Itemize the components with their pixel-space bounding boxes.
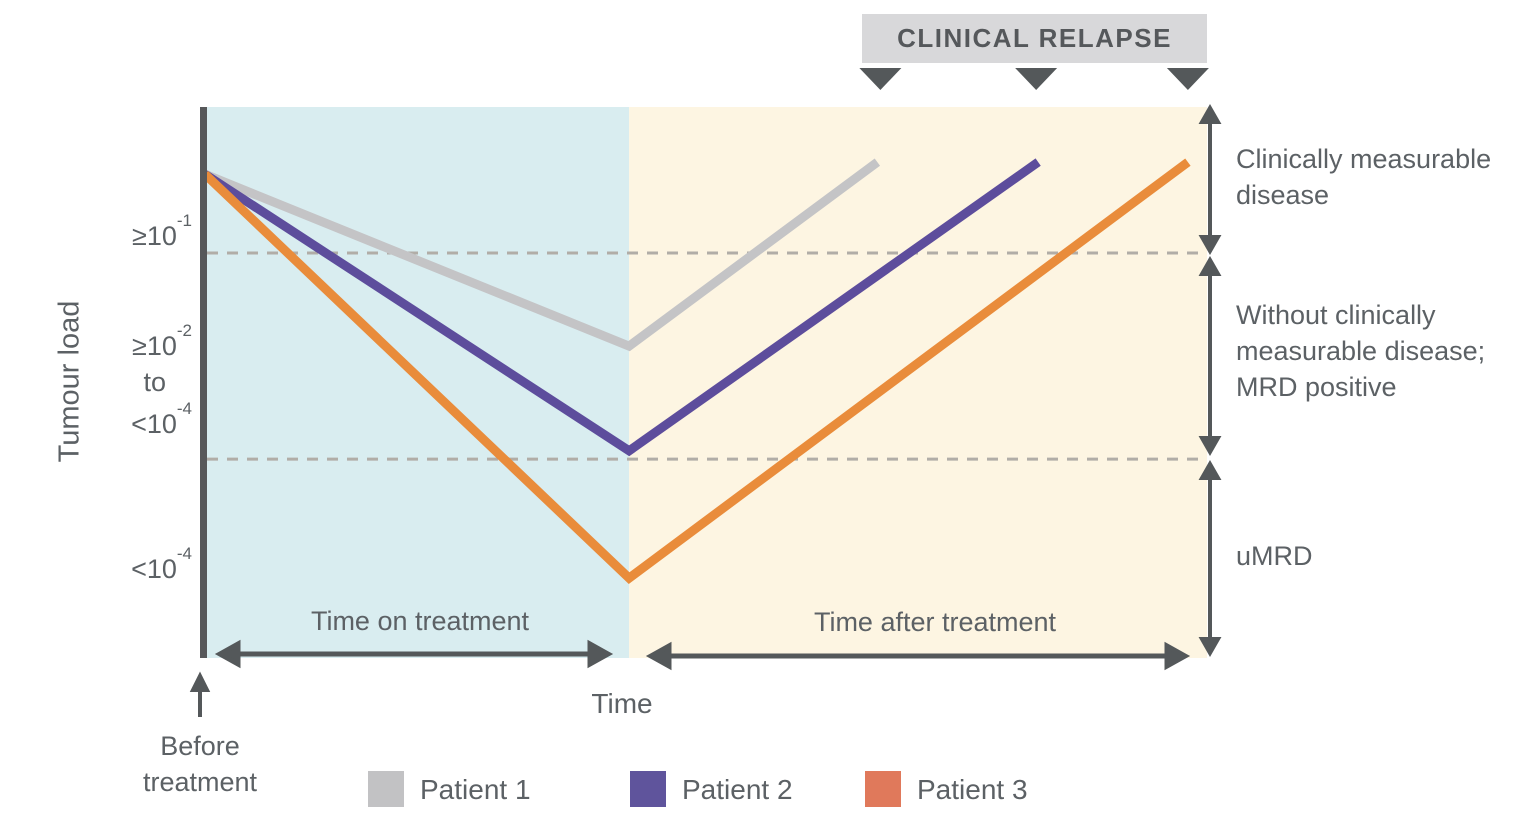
before-treatment-label: Before treatment bbox=[142, 731, 258, 797]
y-tick-line1: ≥10-2 bbox=[52, 321, 192, 364]
phase-label-time-after-treatment: Time after treatment bbox=[813, 607, 1057, 637]
legend-swatch-patient-2 bbox=[630, 771, 666, 807]
x-axis-title: Time bbox=[591, 688, 653, 719]
relapse-marker-triangle-3 bbox=[1166, 68, 1209, 90]
y-tick-sup: -4 bbox=[176, 399, 192, 418]
legend-swatch-patient-1 bbox=[368, 771, 404, 807]
y-tick-ge10-2-to-lt10-4: ≥10-2 to <10-4 bbox=[52, 321, 192, 442]
y-axis-line bbox=[200, 107, 207, 658]
y-tick-base: ≥10 bbox=[132, 331, 177, 361]
zone-label-mrd-positive: Without clinically measurable disease; M… bbox=[1236, 300, 1486, 402]
y-tick-sup: -1 bbox=[176, 211, 192, 230]
y-tick-sup: -2 bbox=[176, 321, 192, 340]
legend-label-patient-3: Patient 3 bbox=[917, 774, 1028, 805]
arrowhead-up-icon bbox=[189, 671, 211, 692]
y-tick-base: <10 bbox=[131, 409, 177, 439]
relapse-marker-triangle-2 bbox=[1015, 68, 1058, 90]
zone-label-measurable-disease: Clinically measurable disease bbox=[1236, 144, 1492, 210]
clinical-relapse-header: CLINICAL RELAPSE bbox=[862, 14, 1207, 63]
zone-label-umrd: uMRD bbox=[1236, 541, 1313, 571]
y-tick-lt10-4: <10-4 bbox=[52, 544, 192, 587]
series-line-patient-1 bbox=[203, 158, 881, 352]
phase-label-time-on-treatment: Time on treatment bbox=[310, 606, 530, 636]
after-treatment-region bbox=[629, 107, 1207, 658]
legend-swatch-patient-3 bbox=[865, 771, 901, 807]
plot-area bbox=[202, 107, 1207, 658]
y-tick-base: ≥10 bbox=[132, 221, 177, 251]
on-treatment-region bbox=[202, 107, 630, 658]
y-tick-base: <10 bbox=[131, 554, 177, 584]
clinical-relapse-title: CLINICAL RELAPSE bbox=[897, 23, 1172, 53]
series-line-patient-3 bbox=[202, 158, 1191, 584]
y-tick-line3: <10-4 bbox=[52, 399, 192, 442]
y-tick-ge10-1: ≥10-1 bbox=[52, 211, 192, 254]
legend-label-patient-2: Patient 2 bbox=[682, 774, 793, 805]
relapse-marker-triangle-1 bbox=[859, 68, 902, 90]
y-tick-sup: -4 bbox=[176, 544, 192, 563]
legend-label-patient-1: Patient 1 bbox=[420, 774, 531, 805]
series-line-patient-2 bbox=[202, 158, 1041, 457]
before-treatment-arrow bbox=[189, 671, 211, 717]
y-tick-line2: to bbox=[143, 367, 166, 397]
